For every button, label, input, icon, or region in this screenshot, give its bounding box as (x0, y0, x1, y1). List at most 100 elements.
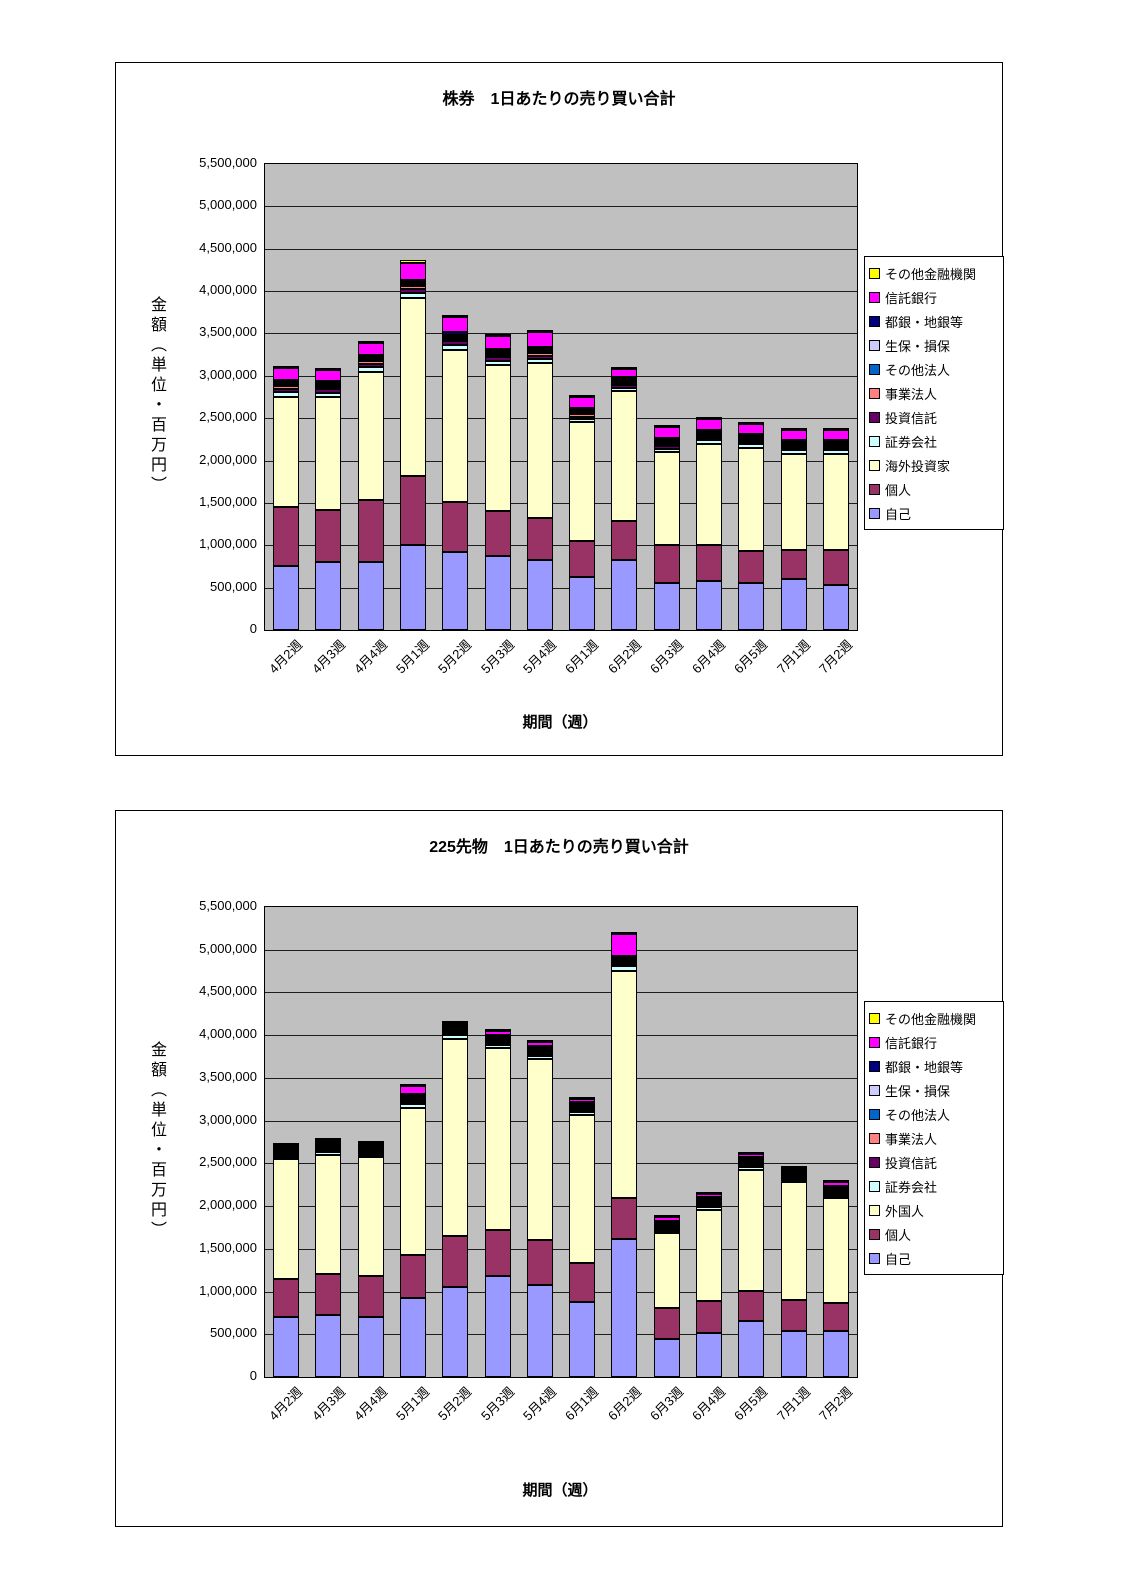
bar-segment (526, 1049, 553, 1052)
bar-segment (611, 955, 638, 958)
legend-item: 事業法人 (869, 1126, 999, 1150)
bar-segment (738, 1153, 765, 1158)
stacked-bar (484, 1029, 511, 1377)
bar-segment (399, 1096, 426, 1099)
bar-segment (569, 1107, 596, 1110)
bar-segment (738, 1167, 765, 1171)
bar-segment (484, 1276, 511, 1377)
bar-segment (357, 1148, 384, 1151)
legend-item: 信託銀行 (869, 285, 999, 309)
bar-segment (399, 1254, 426, 1298)
bar-segment (569, 541, 596, 578)
bar-segment (611, 965, 638, 972)
bar-segment (738, 447, 765, 552)
bar-segment (653, 427, 680, 439)
bar-segment (442, 1027, 469, 1030)
bar-segment (822, 1191, 849, 1194)
bar-segment (357, 1157, 384, 1277)
bar-segment (738, 1290, 765, 1321)
stacked-bar (653, 1215, 680, 1377)
stacked-bar (611, 931, 638, 1377)
stacked-bar (526, 1040, 553, 1377)
gridline (265, 460, 857, 462)
bar-segment (273, 388, 300, 392)
bar-segment (484, 1042, 511, 1045)
bar-segment (484, 1034, 511, 1037)
bar-segment (315, 1143, 342, 1146)
bar-segment (569, 419, 596, 423)
bar-segment (526, 350, 553, 353)
bar-segment (738, 1170, 765, 1291)
bar-segment (273, 1159, 300, 1279)
gridline (265, 992, 857, 994)
stacked-bar (273, 1142, 300, 1377)
legend: その他金融機関 信託銀行 都銀・地銀等 生保・損保 その他法人 事業法人 投資信託 証券会社海… (864, 256, 1004, 530)
bar (519, 164, 561, 630)
bar-segment (526, 329, 553, 332)
bar-segment (442, 1287, 469, 1377)
legend-item: その他法人 (869, 357, 999, 381)
bar-segment (822, 1185, 849, 1188)
legend-label: 自己 (885, 1251, 912, 1267)
bar-segment (399, 288, 426, 293)
legend-label: 外国人 (885, 1203, 925, 1219)
bar-segment (822, 1302, 849, 1331)
bar-segment (357, 341, 384, 344)
bar-segment (315, 386, 342, 390)
legend-item: 事業法人 (869, 381, 999, 405)
bar-segment (357, 361, 384, 364)
bar-segment (399, 282, 426, 285)
stacked-bar (273, 366, 300, 630)
bar-segment (738, 441, 765, 445)
x-tick-label: 4月4週 (350, 637, 391, 677)
bar-segment (780, 549, 807, 580)
bar (646, 907, 688, 1377)
gridline (265, 418, 857, 420)
bar-segment (484, 1230, 511, 1277)
bar-segment (273, 382, 300, 385)
x-axis-title: 期間（週） (522, 714, 598, 731)
bar-segment (822, 1195, 849, 1199)
bar-segment (315, 380, 342, 383)
bar-segment (653, 425, 680, 428)
bar-segment (738, 421, 765, 424)
bar-segment (653, 582, 680, 630)
x-tick-label: 4月4週 (350, 1384, 391, 1424)
legend-label: その他金融機関 (885, 266, 977, 282)
bar-segment (569, 1098, 596, 1102)
bar-segment (399, 1104, 426, 1108)
bar-segment (653, 545, 680, 583)
bar-segment (569, 1301, 596, 1377)
gridline (265, 248, 857, 250)
stacked-bar (695, 416, 722, 630)
stacked-bar (315, 367, 342, 630)
legend-color-swatch (869, 315, 880, 327)
bar-segment (357, 1144, 384, 1147)
bar-segment (738, 423, 765, 434)
x-tick-label: 6月3週 (646, 637, 687, 677)
bar-segment (526, 518, 553, 560)
bar-segment (695, 416, 722, 419)
bar-segment (442, 1039, 469, 1237)
legend-label: その他法人 (885, 1107, 951, 1123)
legend-label: 都銀・地銀等 (885, 1059, 964, 1075)
bar-segment (653, 440, 680, 443)
bar-segment (399, 1100, 426, 1103)
y-tick-label: 0 (249, 621, 257, 636)
bar-segment (526, 1040, 553, 1043)
bar (392, 907, 434, 1377)
bar-segment (315, 562, 342, 630)
stacked-bar (526, 329, 553, 630)
bar-segment (442, 1035, 469, 1040)
bar-segment (653, 1229, 680, 1232)
y-tick-label: 3,000,000 (199, 366, 257, 382)
bar-segment (315, 382, 342, 385)
bar-segment (695, 1204, 722, 1207)
legend-item: 証券会社 (869, 429, 999, 453)
bar (646, 164, 688, 630)
bar-segment (822, 453, 849, 550)
bar-segment (273, 1144, 300, 1147)
bar-segment (315, 397, 342, 510)
bar-segment (442, 338, 469, 342)
gridline (265, 1077, 857, 1079)
